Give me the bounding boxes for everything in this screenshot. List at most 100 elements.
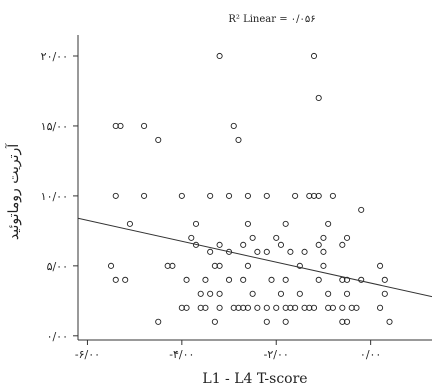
data-point bbox=[230, 304, 237, 311]
data-point bbox=[141, 192, 148, 199]
data-point bbox=[343, 318, 351, 325]
data-point bbox=[315, 276, 322, 283]
data-point bbox=[263, 192, 270, 199]
data-point bbox=[192, 220, 200, 227]
data-point bbox=[377, 262, 384, 269]
data-point bbox=[282, 276, 289, 283]
data-point bbox=[306, 304, 313, 311]
data-point bbox=[296, 262, 303, 269]
data-point bbox=[292, 192, 299, 199]
y-tick-label: ۰/۰۰ bbox=[47, 330, 68, 343]
data-point bbox=[310, 52, 318, 60]
data-point bbox=[320, 234, 327, 241]
data-point bbox=[268, 276, 275, 283]
data-point bbox=[277, 241, 285, 248]
data-point bbox=[183, 304, 190, 311]
data-point bbox=[216, 262, 223, 269]
x-axis-title: L1 - L4 T-score bbox=[202, 371, 307, 387]
data-point bbox=[325, 220, 332, 227]
plot-area: -۶/۰۰ -۴/۰۰ -۲/۰۰ ۰/۰۰ ۰/۰۰ ۵/۰۰ ۱۰/۰۰ ۱۵/۰۰ ۲۰/… bbox=[41, 35, 432, 361]
data-point bbox=[197, 290, 204, 297]
data-point bbox=[381, 276, 388, 283]
data-point bbox=[358, 206, 365, 213]
x-tick-label: ۰/۰۰ bbox=[360, 348, 381, 361]
data-point bbox=[240, 276, 247, 283]
data-point bbox=[155, 136, 162, 143]
data-point bbox=[339, 304, 346, 311]
data-point bbox=[117, 122, 124, 129]
data-point bbox=[254, 248, 261, 255]
data-point bbox=[155, 318, 162, 325]
y-tick-label: ۱۵/۰۰ bbox=[41, 120, 68, 133]
x-tick-label: -۶/۰۰ bbox=[75, 348, 100, 361]
data-point bbox=[386, 318, 393, 325]
data-point bbox=[211, 318, 218, 325]
data-point bbox=[287, 304, 294, 311]
data-point bbox=[126, 220, 133, 227]
data-point bbox=[216, 304, 223, 311]
data-point bbox=[320, 262, 327, 269]
data-point bbox=[329, 304, 336, 311]
data-point bbox=[343, 290, 351, 297]
data-point bbox=[277, 290, 285, 297]
data-point bbox=[377, 304, 384, 311]
data-point bbox=[263, 304, 270, 311]
data-point bbox=[188, 234, 195, 241]
data-point bbox=[310, 192, 318, 199]
data-point bbox=[325, 290, 332, 297]
data-point bbox=[164, 262, 171, 269]
data-point bbox=[202, 304, 209, 311]
data-point bbox=[339, 318, 346, 325]
data-point bbox=[263, 248, 270, 255]
data-point bbox=[310, 304, 318, 311]
data-point bbox=[225, 192, 233, 199]
data-point bbox=[230, 122, 237, 129]
data-point bbox=[141, 122, 148, 129]
y-axis-title: آرتریت روماتوئید bbox=[4, 143, 22, 240]
data-point bbox=[207, 248, 214, 255]
data-point bbox=[301, 304, 308, 311]
data-point bbox=[315, 192, 322, 199]
data-point bbox=[348, 304, 355, 311]
x-tick-label: -۴/۰۰ bbox=[169, 348, 194, 361]
data-point bbox=[353, 304, 360, 311]
chart-title: R² Linear = ۰/۰۵۶ bbox=[228, 14, 315, 25]
data-point bbox=[178, 192, 185, 199]
data-point bbox=[240, 241, 247, 248]
data-point bbox=[216, 241, 223, 248]
data-point bbox=[244, 262, 251, 269]
data-point bbox=[254, 304, 261, 311]
data-point bbox=[207, 290, 214, 297]
data-point bbox=[178, 304, 185, 311]
data-point bbox=[249, 290, 256, 297]
data-point bbox=[235, 136, 242, 143]
data-point bbox=[225, 276, 233, 283]
data-point bbox=[292, 304, 299, 311]
data-point bbox=[244, 304, 251, 311]
data-point bbox=[343, 234, 351, 241]
data-point bbox=[235, 304, 242, 311]
data-point bbox=[249, 234, 256, 241]
data-point bbox=[244, 220, 251, 227]
data-point bbox=[202, 276, 209, 283]
data-point bbox=[282, 318, 289, 325]
data-point bbox=[282, 304, 289, 311]
y-tick-label: ۲۰/۰۰ bbox=[41, 50, 68, 63]
data-point bbox=[183, 276, 190, 283]
data-point bbox=[282, 220, 289, 227]
data-point bbox=[207, 192, 214, 199]
data-point bbox=[325, 304, 332, 311]
data-point bbox=[315, 241, 322, 248]
data-point bbox=[122, 276, 129, 283]
data-point bbox=[358, 276, 365, 283]
data-point bbox=[216, 52, 223, 60]
data-point bbox=[244, 192, 251, 199]
data-point bbox=[339, 241, 346, 248]
data-point bbox=[112, 192, 119, 199]
linear-fit-line bbox=[77, 217, 432, 298]
data-point bbox=[343, 276, 351, 283]
data-point bbox=[306, 192, 313, 199]
x-tick-label: -۲/۰۰ bbox=[264, 348, 289, 361]
data-point bbox=[107, 262, 115, 269]
